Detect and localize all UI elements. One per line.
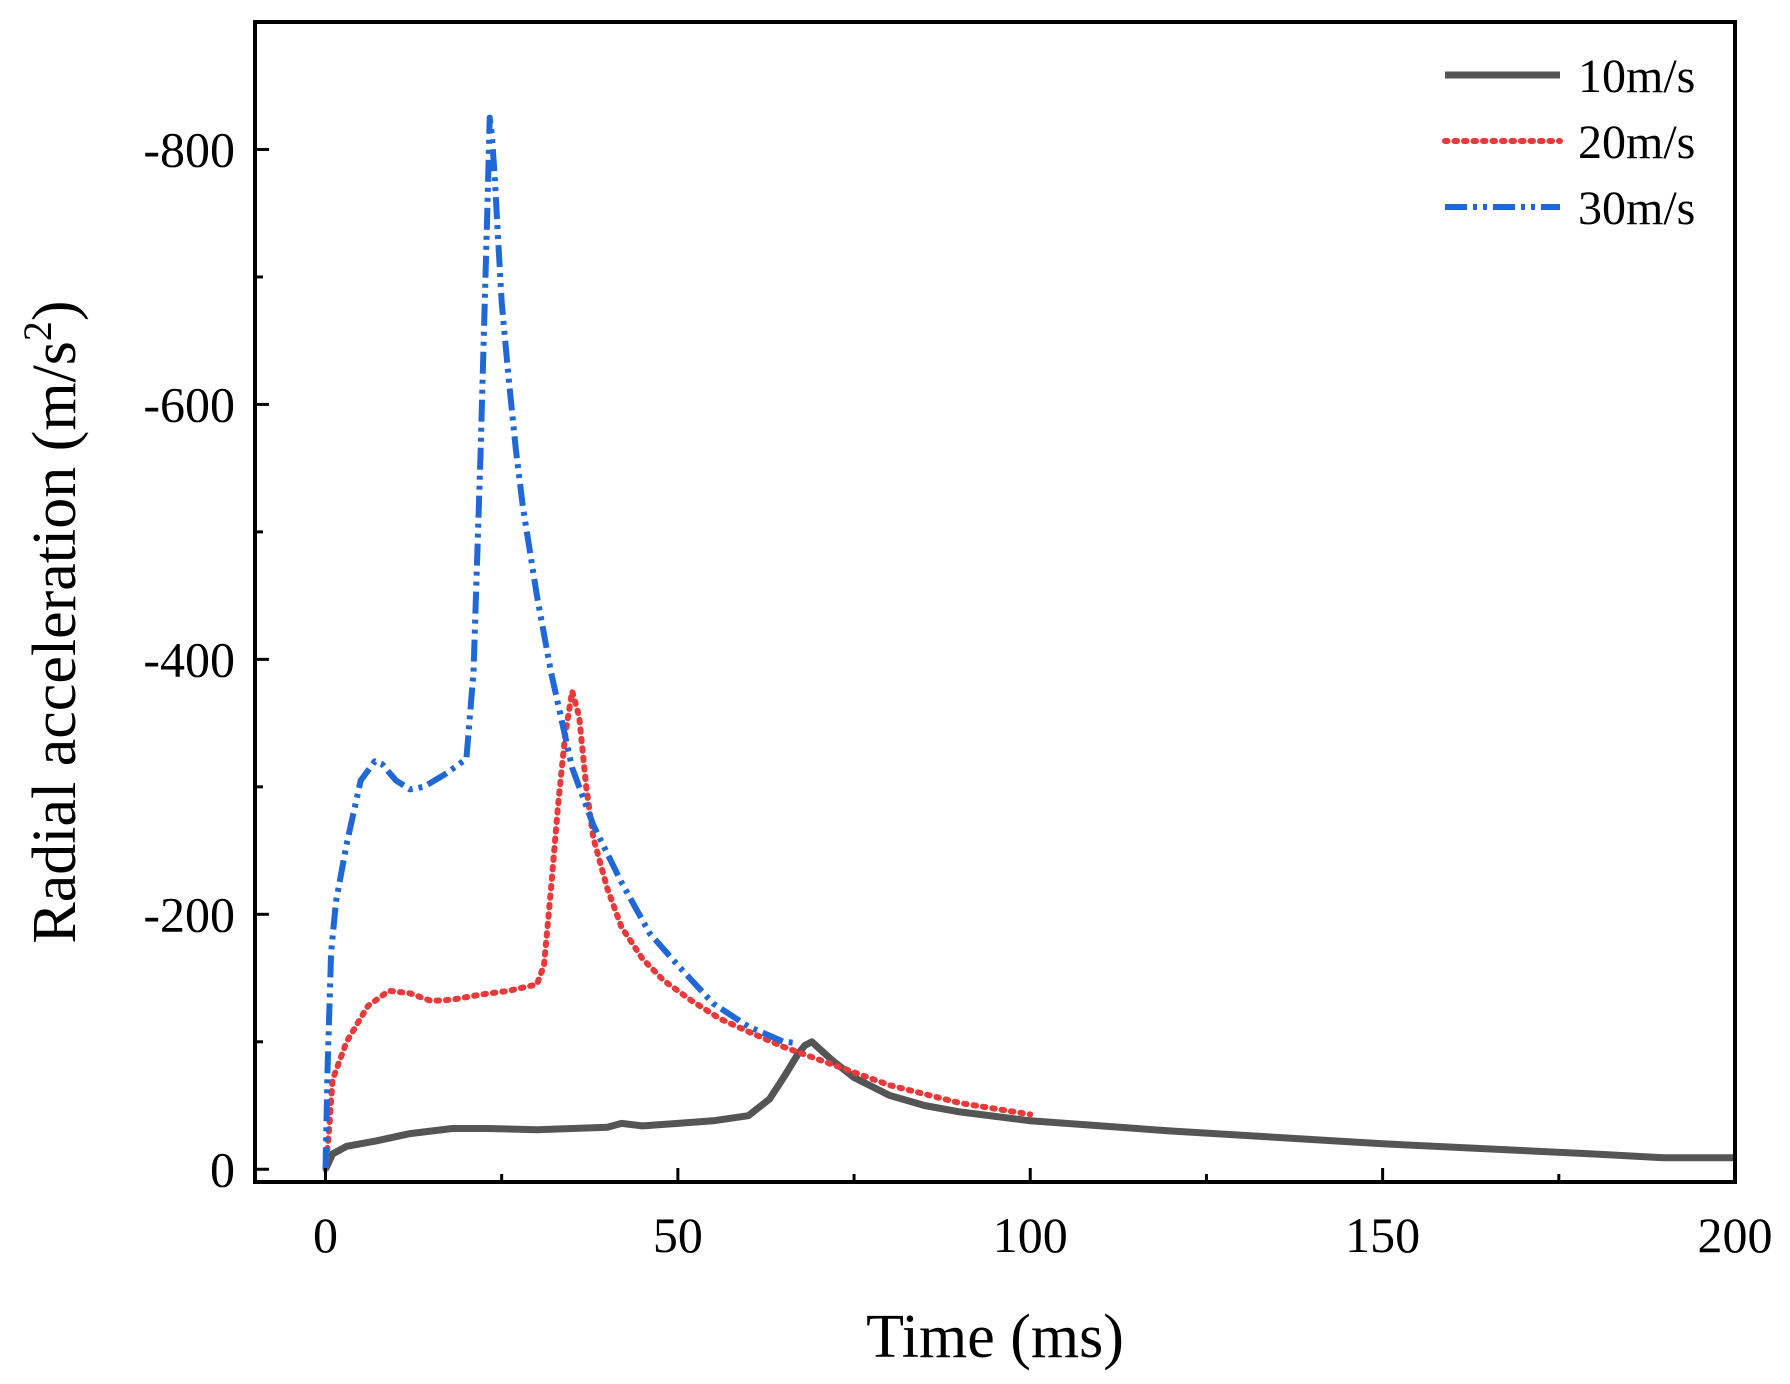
x-tick-label: 150	[1345, 1207, 1420, 1263]
x-tick-label: 200	[1698, 1207, 1773, 1263]
x-tick-label: 100	[993, 1207, 1068, 1263]
series-line-3	[322, 114, 798, 1170]
plot-frame	[253, 20, 1737, 1184]
x-tick-label: 50	[653, 1207, 703, 1263]
legend-label-1: 10m/s	[1578, 50, 1695, 103]
y-tick-label: 0	[210, 1141, 235, 1197]
series-layer	[322, 114, 1735, 1173]
y-tick-label: -200	[143, 886, 235, 942]
y-axis-title-superscript: 2	[15, 321, 60, 341]
y-tick-label: -800	[143, 121, 235, 177]
x-tick-label: 0	[313, 1207, 338, 1263]
legend-label-2: 20m/s	[1578, 116, 1695, 169]
y-tick-label: -600	[143, 376, 235, 432]
ticks-layer: 0 50 100 150 200 0 -200 -400 -600 -800	[143, 121, 1772, 1263]
series-line-1	[322, 1038, 1735, 1171]
x-axis-title: Time (ms)	[866, 1303, 1124, 1371]
y-axis-title-main: Radial acceleration (m/s	[21, 341, 89, 944]
series-line-2	[322, 688, 1034, 1173]
y-axis-title: Radial acceleration (m/s2)	[15, 300, 89, 943]
y-axis-title-end: )	[21, 300, 89, 321]
legend-label-3: 30m/s	[1578, 182, 1695, 235]
legend: 10m/s 20m/s 30m/s	[1442, 50, 1695, 235]
y-tick-label: -400	[143, 631, 235, 687]
